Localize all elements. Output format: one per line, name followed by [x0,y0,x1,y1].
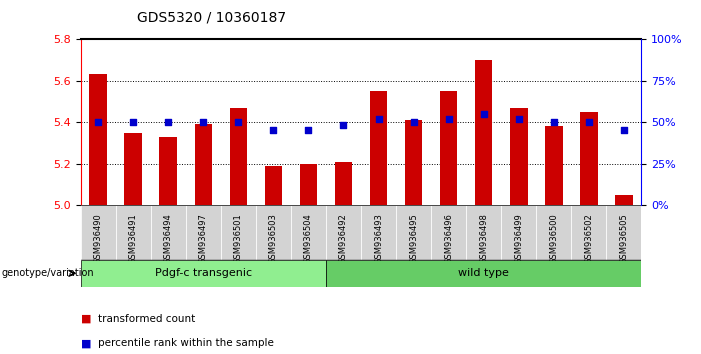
Bar [431,205,466,260]
Text: GSM936502: GSM936502 [585,213,593,264]
Text: GSM936499: GSM936499 [515,213,523,264]
Bar [545,126,562,205]
Text: GSM936493: GSM936493 [374,213,383,264]
Text: Pdgf-c transgenic: Pdgf-c transgenic [155,268,252,279]
Bar [606,205,641,260]
Text: genotype/variation: genotype/variation [1,268,94,278]
Bar [160,137,177,205]
Point [198,119,209,125]
Bar [265,166,283,205]
Point [233,119,244,125]
Bar [501,205,536,260]
Point [548,119,559,125]
Point [338,122,349,128]
Bar [361,205,396,260]
Point [163,119,174,125]
Text: ■: ■ [81,314,91,324]
Bar [510,108,528,205]
Bar [116,205,151,260]
Bar [466,205,501,260]
Bar [81,205,116,260]
Point [478,111,489,117]
Text: GSM936494: GSM936494 [164,213,172,264]
Bar [125,132,142,205]
Bar [186,205,221,260]
Bar [405,120,423,205]
Point [443,116,454,122]
Bar [475,60,492,205]
Bar [326,260,641,287]
Text: GSM936498: GSM936498 [479,213,488,264]
Bar [300,164,317,205]
Text: GSM936490: GSM936490 [94,213,102,264]
Bar [90,74,107,205]
Point [93,119,104,125]
Bar [230,108,247,205]
Point [408,119,419,125]
Point [373,116,384,122]
Text: GSM936500: GSM936500 [550,213,558,264]
Bar [81,260,326,287]
Bar [151,205,186,260]
Text: GSM936505: GSM936505 [620,213,628,264]
Text: GSM936496: GSM936496 [444,213,453,264]
Point [513,116,524,122]
Point [583,119,594,125]
Bar [256,205,291,260]
Bar [571,205,606,260]
Text: GSM936501: GSM936501 [234,213,243,264]
Bar [396,205,431,260]
Bar [195,124,212,205]
Bar [615,195,633,205]
Point [128,119,139,125]
Text: wild type: wild type [458,268,509,279]
Bar [335,162,353,205]
Point [303,128,314,133]
Point [268,128,279,133]
Text: percentile rank within the sample: percentile rank within the sample [98,338,274,348]
Bar [221,205,256,260]
Text: GSM936495: GSM936495 [409,213,418,264]
Bar [440,91,458,205]
Bar [536,205,571,260]
Text: transformed count: transformed count [98,314,196,324]
Bar [370,91,387,205]
Text: GSM936492: GSM936492 [339,213,348,264]
Text: GSM936503: GSM936503 [269,213,278,264]
Text: GSM936504: GSM936504 [304,213,313,264]
Bar [580,112,598,205]
Bar [291,205,326,260]
Bar [326,205,361,260]
Text: GDS5320 / 10360187: GDS5320 / 10360187 [137,11,286,25]
Text: GSM936491: GSM936491 [129,213,137,264]
Text: ■: ■ [81,338,91,348]
Text: GSM936497: GSM936497 [199,213,207,264]
Point [618,128,629,133]
